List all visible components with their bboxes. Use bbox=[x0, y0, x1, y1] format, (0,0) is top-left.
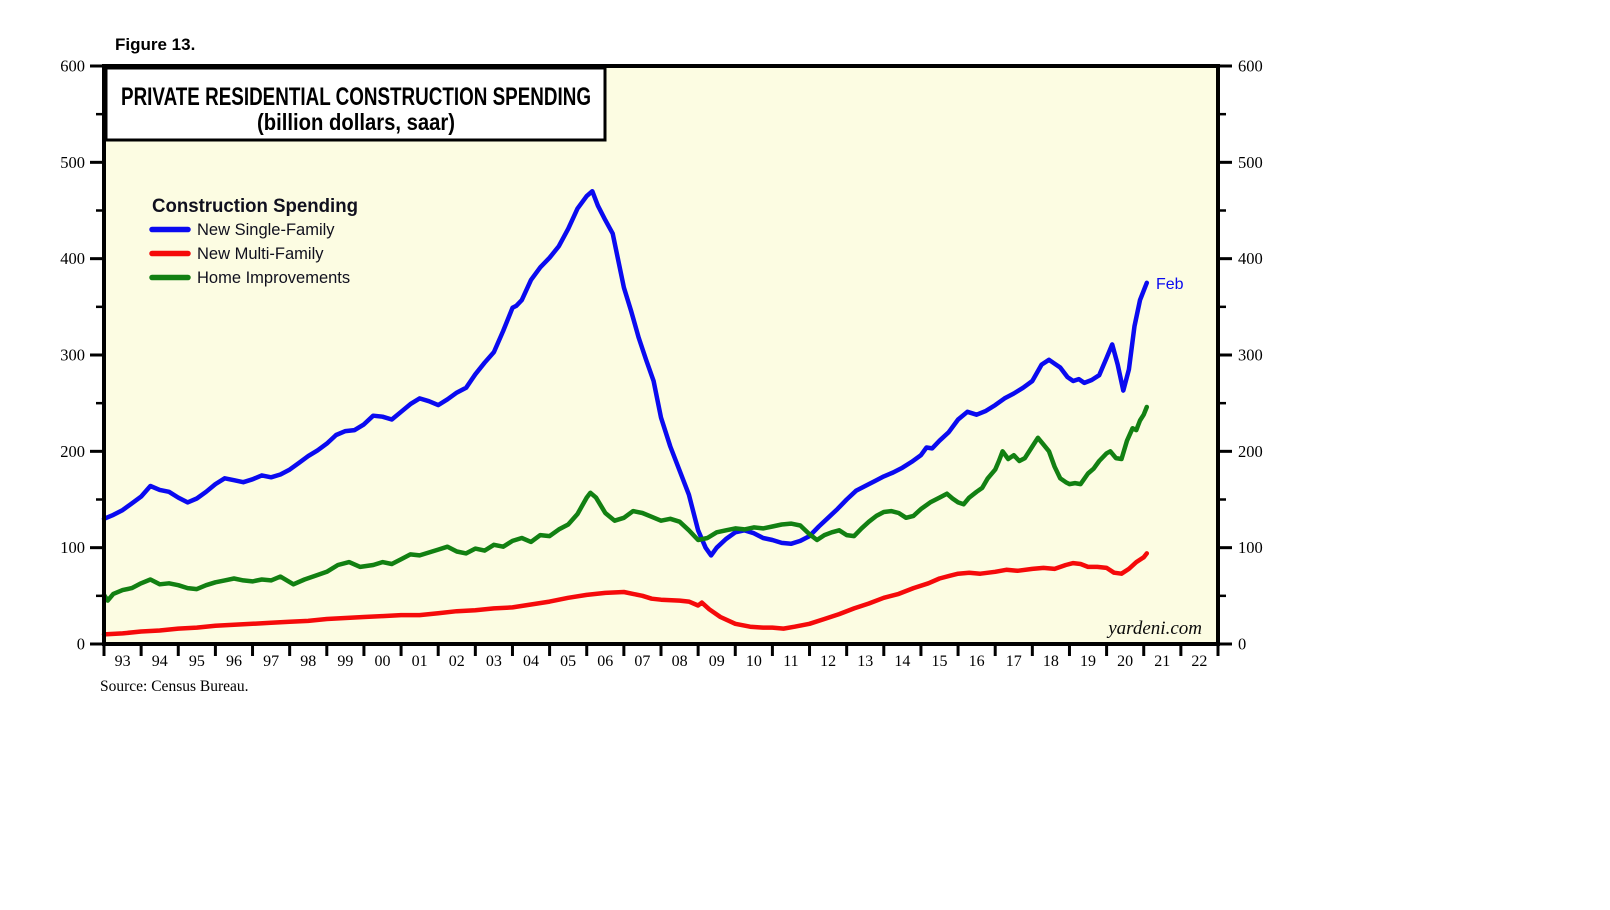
x-axis-tick-label: 93 bbox=[115, 653, 131, 670]
y-axis-label-right: 200 bbox=[1238, 442, 1263, 461]
y-axis-label-left: 400 bbox=[60, 249, 85, 268]
x-axis-tick-label: 21 bbox=[1154, 653, 1170, 670]
x-axis-tick-label: 98 bbox=[300, 653, 316, 670]
y-axis-label-right: 0 bbox=[1238, 635, 1246, 654]
y-axis-label-right: 600 bbox=[1238, 57, 1263, 76]
legend-items: New Single-Family New Multi-Family Home Im… bbox=[149, 221, 350, 287]
series-lines bbox=[101, 188, 1150, 637]
x-axis-tick-label: 12 bbox=[820, 653, 836, 670]
chart-title-box: PRIVATE RESIDENTIAL CONSTRUCTION SPENDIN… bbox=[104, 66, 607, 142]
series-line-new-single-family bbox=[101, 188, 1150, 558]
source-note: Source: Census Bureau. bbox=[100, 678, 249, 695]
chart-subtitle: (billion dollars, saar) bbox=[257, 109, 455, 135]
y-axis-label-right: 300 bbox=[1238, 346, 1263, 365]
x-axis-tick-label: 14 bbox=[894, 653, 910, 670]
legend-label-home-improvements: Home Improvements bbox=[197, 269, 350, 287]
x-axis-tick-label: 97 bbox=[263, 653, 279, 670]
x-axis-tick-label: 16 bbox=[969, 653, 985, 670]
plot-area bbox=[104, 66, 1218, 644]
x-axis-tick-label: 04 bbox=[523, 653, 539, 670]
x-axis-tick-label: 02 bbox=[449, 653, 465, 670]
y-axis-label-left: 0 bbox=[77, 635, 85, 654]
x-axis-tick-label: 10 bbox=[746, 653, 762, 670]
x-axis-tick-label: 11 bbox=[783, 653, 798, 670]
x-axis-tick-label: 22 bbox=[1191, 653, 1207, 670]
x-axis-tick-label: 19 bbox=[1080, 653, 1096, 670]
x-axis-tick-label: 08 bbox=[672, 653, 688, 670]
x-axis-tick-label: 00 bbox=[375, 653, 391, 670]
x-axis-tick-label: 20 bbox=[1117, 653, 1133, 670]
series-line-new-multi-family bbox=[101, 551, 1150, 637]
x-axis-tick-label: 99 bbox=[337, 653, 353, 670]
y-axis-label-right: 500 bbox=[1238, 153, 1263, 172]
series-end-label: Feb bbox=[1156, 276, 1184, 293]
x-axis-tick-label: 05 bbox=[560, 653, 576, 670]
y-axis-label-left: 300 bbox=[60, 346, 85, 365]
x-axis-tick-label: 95 bbox=[189, 653, 205, 670]
x-axis-tick-label: 13 bbox=[857, 653, 873, 670]
x-axis-tick-label: 07 bbox=[634, 653, 650, 670]
legend-label-new-multi-family: New Multi-Family bbox=[197, 245, 324, 263]
legend-label-new-single-family: New Single-Family bbox=[197, 221, 335, 239]
x-axis-tick-label: 18 bbox=[1043, 653, 1059, 670]
y-axis-label-right: 100 bbox=[1238, 538, 1263, 557]
x-axis-tick-label: 06 bbox=[597, 653, 613, 670]
y-axis-label-left: 600 bbox=[60, 57, 85, 76]
chart-title: PRIVATE RESIDENTIAL CONSTRUCTION SPENDIN… bbox=[121, 83, 591, 111]
y-axis-label-left: 100 bbox=[60, 538, 85, 557]
series-line-home-improvements bbox=[101, 404, 1150, 603]
watermark: yardeni.com bbox=[1106, 618, 1202, 639]
x-axis-tick-label: 09 bbox=[709, 653, 725, 670]
x-axis-tick-label: 17 bbox=[1006, 653, 1022, 670]
legend: Construction Spending New Single-FamilyN… bbox=[149, 196, 358, 287]
x-axis-tick-label: 15 bbox=[932, 653, 948, 670]
legend-title: Construction Spending bbox=[152, 196, 358, 217]
x-axis-tick-label: 94 bbox=[152, 653, 168, 670]
y-axis-label-right: 400 bbox=[1238, 249, 1263, 268]
figure-label: Figure 13. bbox=[115, 35, 195, 54]
y-axis-label-left: 200 bbox=[60, 442, 85, 461]
x-axis-tick-label: 01 bbox=[412, 653, 428, 670]
x-axis-tick-label: 96 bbox=[226, 653, 242, 670]
y-axis-label-left: 500 bbox=[60, 153, 85, 172]
x-axis-tick-label: 03 bbox=[486, 653, 502, 670]
